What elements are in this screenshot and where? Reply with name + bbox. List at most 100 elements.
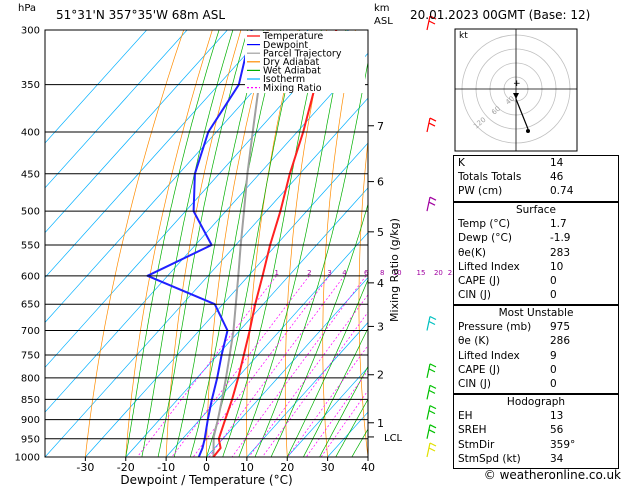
- wind-barb-flag: [429, 117, 437, 122]
- wind-barb-flag: [429, 405, 437, 410]
- wind-barb-flag: [429, 196, 437, 201]
- km-tick-label: 1: [377, 417, 384, 430]
- index-section-title: Surface: [515, 204, 556, 217]
- index-value: 34: [550, 452, 564, 465]
- isotherm-line: [45, 30, 269, 279]
- wind-barb-flag: [428, 389, 436, 394]
- wind-barb: [426, 197, 431, 212]
- dry-adiabat-line: [85, 30, 185, 457]
- dry-adiabat-line: [206, 30, 270, 457]
- index-row: EH 13: [454, 409, 618, 423]
- legend-background: [245, 31, 365, 93]
- index-label: θe (K): [458, 335, 490, 348]
- km-tick-label: 7: [377, 120, 384, 133]
- index-value: 0: [550, 275, 557, 288]
- index-label: Pressure (mb): [458, 321, 532, 334]
- surface-box: Surface Temp (°C) 1.7 Dewp (°C) -1.9 θe(K) 283…: [453, 202, 619, 305]
- legend-entry: Parcel Trajectory: [263, 48, 342, 59]
- wet-adiabat-line: [189, 30, 282, 457]
- wet-adiabat-line: [270, 202, 368, 457]
- index-row: PW (cm) 0.74: [454, 184, 618, 198]
- temperature-line: [212, 30, 338, 457]
- hodograph-end-point: [526, 129, 530, 133]
- wind-barb-flag: [429, 15, 437, 20]
- storm-motion-marker: +: [513, 79, 521, 89]
- mixing-ratio-label: 4: [342, 269, 347, 277]
- index-row: Temp (°C) 1.7: [454, 217, 618, 231]
- footer-credit: © weatheronline.co.uk: [483, 468, 621, 482]
- index-value: 359°: [550, 438, 576, 451]
- isotherm-line: [45, 30, 349, 368]
- index-value: 286: [550, 335, 571, 348]
- mixing-ratio-axis-label: Mixing Ratio (g/kg): [388, 218, 401, 322]
- mixing-ratio-label: 10: [393, 269, 402, 277]
- wind-barb: [426, 385, 431, 400]
- index-label: CIN (J): [458, 378, 491, 391]
- index-label: SREH: [458, 424, 487, 437]
- skewt-plot-area: 1234681015202530035040045050055060065070…: [15, 15, 578, 486]
- wind-barb-flag: [428, 410, 436, 415]
- index-row: θe(K) 283: [454, 246, 618, 260]
- mixing-ratio-line: [287, 344, 368, 457]
- km-tick-label: 6: [377, 176, 384, 189]
- index-row: Lifted Index 9: [454, 349, 618, 363]
- index-section-title: Hodograph: [506, 396, 566, 409]
- wind-barb-flag: [429, 384, 437, 389]
- index-label: StmSpd (kt): [458, 452, 521, 465]
- pressure-tick-label: 700: [21, 326, 40, 337]
- pressure-tick-label: 550: [21, 240, 40, 251]
- wind-barb-flag: [428, 447, 436, 452]
- wet-adiabat-line: [286, 278, 368, 457]
- wet-adiabat-line: [173, 30, 264, 457]
- isotherm-line: [287, 366, 368, 457]
- legend-entry: Mixing Ratio: [263, 83, 322, 94]
- pressure-tick-label: 800: [21, 373, 40, 384]
- pressure-tick-label: 500: [21, 207, 40, 218]
- dewpoint-line: [146, 30, 253, 457]
- indices-top-box: K 14 Totals Totals 46 PW (cm) 0.74: [453, 155, 619, 202]
- km-tick-label: 5: [377, 226, 384, 239]
- wind-barb: [426, 424, 431, 439]
- pressure-tick-label: 900: [21, 415, 40, 426]
- x-tick-label: -20: [117, 461, 135, 474]
- wind-barb-flag: [429, 424, 437, 429]
- x-tick-label: 10: [240, 461, 254, 474]
- wind-barb-flag: [428, 320, 436, 326]
- index-label: StmDir: [458, 438, 495, 451]
- pressure-tick-label: 750: [21, 350, 40, 361]
- isotherm-line: [246, 321, 368, 457]
- x-tick-label: 40: [361, 461, 375, 474]
- km-tick-label: 2: [377, 369, 384, 382]
- index-value: 0.74: [550, 185, 574, 198]
- index-value: -1.9: [550, 232, 571, 245]
- index-value: 9: [550, 349, 557, 362]
- wind-barb: [426, 15, 431, 31]
- isotherm-line: [45, 30, 228, 234]
- mixing-ratio-line: [306, 369, 368, 457]
- mixing-ratio-line: [248, 294, 368, 457]
- mixing-ratio-label: 1: [274, 269, 278, 277]
- mixing-ratio-label: 20: [434, 269, 443, 277]
- index-label: θe(K): [458, 246, 486, 259]
- pressure-tick-label: 350: [21, 80, 40, 91]
- index-row: θe (K) 286: [454, 334, 618, 348]
- pressure-tick-label: 400: [21, 128, 40, 139]
- mixing-ratio-line: [262, 311, 368, 457]
- hodograph-arrow-head: [513, 93, 519, 99]
- index-row: Pressure (mb) 975: [454, 320, 618, 334]
- mixing-ratio-line: [192, 275, 330, 457]
- isotherm-line: [85, 142, 368, 457]
- index-label: Dewp (°C): [458, 232, 512, 245]
- wind-barb-flag: [428, 201, 436, 206]
- asl-label: ASL: [374, 16, 393, 27]
- mixing-ratio-label: 6: [364, 269, 369, 277]
- mixing-ratio-label: 3: [327, 269, 331, 277]
- index-value: 13: [550, 410, 564, 423]
- index-row: StmDir 359°: [454, 438, 618, 452]
- legend-entry: Isotherm: [263, 74, 305, 85]
- index-label: CAPE (J): [458, 275, 501, 288]
- dry-adiabat-line: [284, 30, 328, 457]
- pressure-tick-label: 600: [21, 271, 40, 282]
- index-value: 14: [550, 157, 564, 170]
